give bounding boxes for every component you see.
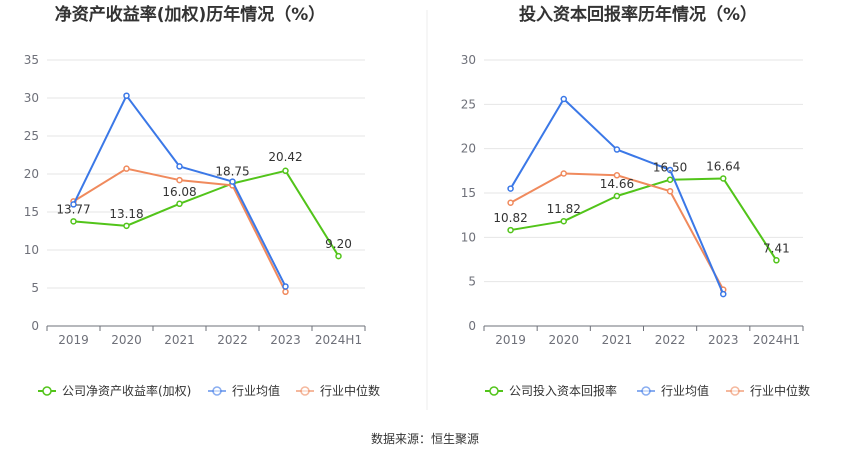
chart2-y-tick-label: 5 bbox=[468, 275, 476, 289]
data-source-note: 数据来源：恒生聚源 bbox=[371, 431, 479, 446]
chart1-legend-label[interactable]: 行业均值 bbox=[232, 383, 280, 398]
chart2-series-point bbox=[720, 175, 727, 182]
chart1-data-label: 13.18 bbox=[109, 207, 143, 221]
chart2-series-point bbox=[666, 176, 674, 183]
chart1-series-point bbox=[70, 201, 77, 208]
chart2-series-point bbox=[720, 290, 727, 298]
chart2-legend-marker[interactable] bbox=[730, 386, 740, 396]
chart2-x-tick-label: 2022 bbox=[655, 333, 686, 347]
chart2-y-tick-label: 30 bbox=[461, 53, 476, 67]
chart1-legend-marker[interactable] bbox=[212, 386, 222, 396]
chart1-y-tick-label: 5 bbox=[31, 281, 39, 295]
chart1-data-label: 20.42 bbox=[268, 150, 302, 164]
chart2-series-point bbox=[560, 170, 567, 177]
chart1-x-tick-label: 2023 bbox=[270, 333, 301, 347]
chart1-series-point bbox=[282, 288, 289, 296]
chart2-data-label: 16.64 bbox=[706, 159, 740, 173]
chart2-series-point bbox=[560, 217, 567, 225]
chart1-series-point bbox=[282, 167, 289, 175]
chart2-x-tick-label: 2021 bbox=[602, 333, 633, 347]
chart1-x-tick-label: 2024H1 bbox=[315, 333, 362, 347]
chart2-y-tick-label: 0 bbox=[468, 319, 476, 333]
chart2-legend-marker[interactable] bbox=[641, 386, 651, 396]
chart2-title: 投入资本回报率历年情况（%） bbox=[519, 4, 757, 25]
chart1-series-line-0 bbox=[73, 169, 340, 257]
chart2-series-point bbox=[560, 95, 567, 103]
chart2-legend-label[interactable]: 行业中位数 bbox=[750, 383, 810, 398]
chart1-y-tick-label: 0 bbox=[31, 319, 39, 333]
chart2-series-point bbox=[507, 199, 514, 207]
chart2-data-label: 10.82 bbox=[493, 211, 527, 225]
chart1-series-point bbox=[70, 218, 77, 225]
chart1-series-point bbox=[229, 178, 236, 185]
chart1-series-point bbox=[176, 163, 183, 170]
chart1-series-point bbox=[282, 283, 289, 290]
chart2-x-tick-label: 2024H1 bbox=[753, 333, 800, 347]
chart1-y-tick-label: 25 bbox=[24, 129, 39, 143]
chart2-series-point bbox=[613, 172, 621, 179]
chart1-y-tick-label: 10 bbox=[24, 243, 39, 257]
chart2-series-point bbox=[507, 226, 514, 234]
chart1-legend-label[interactable]: 行业中位数 bbox=[320, 383, 380, 398]
chart2-data-label: 14.66 bbox=[600, 177, 634, 191]
chart1-y-tick-label: 30 bbox=[24, 91, 39, 105]
chart1-x-tick-label: 2020 bbox=[111, 333, 142, 347]
chart2-series-point bbox=[666, 166, 674, 174]
chart2-series-point bbox=[773, 257, 780, 264]
chart1-series-point bbox=[176, 176, 183, 184]
chart1-y-tick-label: 35 bbox=[24, 53, 39, 67]
chart1-series-point bbox=[123, 92, 130, 99]
chart2-series-point bbox=[613, 146, 621, 153]
chart1-data-label: 18.75 bbox=[215, 165, 249, 179]
chart2-legend-label[interactable]: 公司投入资本回报率 bbox=[509, 383, 617, 398]
chart1-y-tick-label: 20 bbox=[24, 167, 39, 181]
chart2-legend-label[interactable]: 行业均值 bbox=[661, 383, 709, 398]
chart1-series-point bbox=[176, 200, 183, 208]
chart2-x-tick-label: 2020 bbox=[548, 333, 579, 347]
chart2-y-tick-label: 10 bbox=[461, 230, 476, 244]
chart2-x-tick-label: 2019 bbox=[495, 333, 526, 347]
chart2-data-label: 11.82 bbox=[547, 202, 581, 216]
chart2-y-tick-label: 25 bbox=[461, 97, 476, 111]
chart1-data-label: 16.08 bbox=[162, 185, 196, 199]
chart1-data-label: 9.20 bbox=[325, 237, 352, 251]
chart1-legend-label[interactable]: 公司净资产收益率(加权) bbox=[62, 383, 191, 398]
chart1-x-tick-label: 2021 bbox=[164, 333, 195, 347]
chart1-data-label: 13.77 bbox=[56, 202, 90, 216]
chart2-y-tick-label: 20 bbox=[461, 142, 476, 156]
chart1-series-point bbox=[123, 165, 130, 172]
chart1-series-point bbox=[335, 252, 342, 260]
chart1-legend-marker[interactable] bbox=[42, 386, 52, 396]
chart2-series-point bbox=[507, 185, 514, 192]
chart2-series-point bbox=[666, 187, 674, 195]
chart2-y-tick-label: 15 bbox=[461, 186, 476, 200]
chart1-x-tick-label: 2019 bbox=[58, 333, 89, 347]
chart2-series-point bbox=[613, 192, 621, 200]
chart1-y-tick-label: 15 bbox=[24, 205, 39, 219]
chart2-legend-marker[interactable] bbox=[489, 386, 499, 396]
chart1-series-point bbox=[123, 222, 130, 230]
chart1-x-tick-label: 2022 bbox=[217, 333, 248, 347]
chart1-title: 净资产收益率(加权)历年情况（%） bbox=[55, 4, 326, 25]
chart1-legend-marker[interactable] bbox=[300, 386, 310, 396]
chart2-x-tick-label: 2023 bbox=[708, 333, 739, 347]
chart2-data-label: 16.50 bbox=[653, 161, 687, 175]
chart2-series-line-0 bbox=[510, 177, 778, 261]
chart2-data-label: 7.41 bbox=[763, 241, 790, 255]
